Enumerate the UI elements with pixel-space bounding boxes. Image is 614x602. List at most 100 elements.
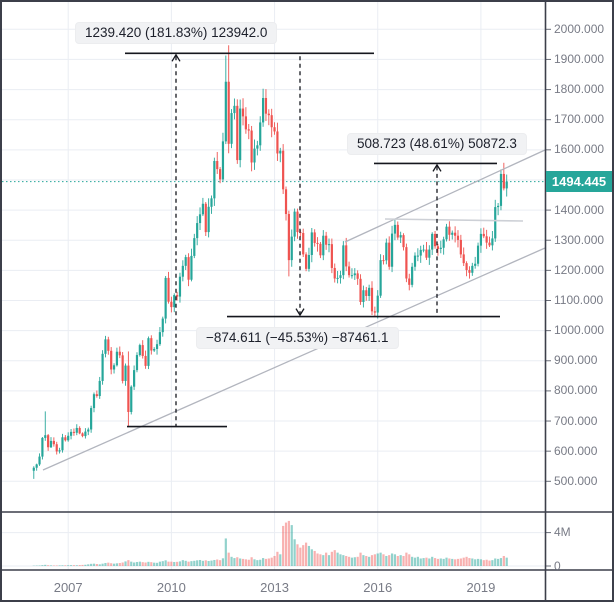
volume-bar [445, 557, 448, 566]
candle-body [345, 245, 348, 267]
volume-bar [210, 560, 213, 566]
volume-bar [130, 561, 133, 566]
volume-bar [233, 558, 236, 566]
candle-body [69, 431, 73, 436]
volume-tick-label: 0 [554, 558, 561, 573]
volume-bar [390, 553, 394, 566]
candle-body [325, 235, 328, 245]
candle-body [376, 295, 379, 313]
volume-bar [170, 561, 173, 566]
candle-body [158, 332, 162, 345]
measure-drawings[interactable] [125, 52, 500, 428]
volume-bar [81, 564, 84, 566]
candle-body [428, 249, 431, 258]
candle-body [244, 116, 247, 130]
volume-bar [339, 554, 342, 566]
candle-body [239, 108, 242, 161]
volume-bar [454, 559, 457, 566]
volume-bar [431, 556, 434, 567]
last-price-tag: 1494.445 [546, 171, 612, 192]
price-tick-label: 500.000 [554, 473, 598, 488]
candle-body [49, 440, 53, 448]
candle-body [196, 223, 199, 239]
measure-label-decline[interactable]: −874.611 (−45.53%) −87461.1 [196, 327, 399, 349]
candle-body [233, 105, 236, 114]
volume-bar [216, 559, 219, 566]
candle-body [388, 242, 391, 267]
candle-body [213, 160, 216, 199]
volume-bar [167, 561, 170, 566]
candle-body [144, 355, 147, 366]
candle-body [207, 206, 210, 233]
candle-body [35, 464, 38, 468]
volume-bar [356, 556, 359, 567]
volume-bar [393, 554, 397, 566]
volume-bar [267, 558, 270, 566]
trendline-1[interactable] [42, 247, 546, 471]
measure-label-rally-2[interactable]: 508.723 (48.61%) 50872.3 [347, 133, 527, 155]
candle-body [353, 273, 356, 276]
volume-bar [491, 560, 494, 566]
volume-bar [319, 554, 322, 566]
candle-body [482, 233, 485, 237]
volume-bar [247, 559, 250, 566]
volume-bar [273, 555, 276, 566]
candle-body [261, 98, 265, 123]
volume-bar [112, 563, 116, 566]
candle-body [115, 351, 119, 366]
price-tick-label: 1900.000 [554, 51, 605, 66]
volume-bar [110, 563, 113, 566]
trendline-2[interactable] [344, 149, 546, 243]
measure-label-rally-1[interactable]: 1239.420 (181.83%) 123942.0 [75, 22, 278, 44]
candle-body [127, 365, 130, 412]
volume-bar [261, 558, 265, 566]
volume-bar [127, 560, 130, 566]
candle-body [224, 81, 227, 142]
volume-bar [124, 561, 127, 566]
volume-bar [497, 558, 500, 566]
candle-body [439, 247, 442, 249]
trendline-3[interactable] [384, 218, 524, 222]
candle-body [241, 108, 245, 117]
volume-bar [207, 560, 210, 566]
volume-bar [256, 560, 259, 566]
candle-body [390, 233, 394, 267]
volume-bar [173, 561, 176, 566]
volume-bar [296, 544, 299, 566]
price-tick-label: 1600.000 [554, 142, 605, 157]
candle-body [499, 173, 503, 206]
volume-bar [362, 555, 365, 566]
volume-bar [41, 565, 44, 566]
candle-body [347, 266, 351, 276]
price-tick-label: 1400.000 [554, 202, 605, 217]
volume-bar [370, 555, 374, 566]
candle-body [75, 427, 78, 433]
candle-body [431, 233, 434, 250]
candle-body [230, 113, 233, 144]
volume-bar [307, 545, 311, 566]
volume-bar [78, 565, 81, 566]
candle-body [502, 173, 505, 189]
volume-bar [239, 558, 242, 566]
candle-body [236, 105, 239, 161]
volume-bar [227, 552, 230, 566]
candle-body [350, 275, 354, 277]
candle-body [448, 226, 451, 235]
candle-body [494, 207, 497, 239]
candle-body [161, 318, 164, 333]
volume-bar [221, 558, 225, 566]
candle-body [382, 260, 385, 262]
candle-body [411, 266, 414, 285]
candle-body [173, 295, 176, 308]
candle-body [451, 232, 454, 235]
volume-bar [402, 555, 405, 566]
volume-bar [219, 560, 222, 566]
candle-body [178, 276, 182, 297]
candle-body [485, 236, 488, 243]
volume-bar [95, 564, 98, 566]
volume-bar [451, 558, 454, 566]
volume-bar [411, 556, 414, 567]
candle-body [221, 141, 225, 180]
candle-body [227, 81, 230, 144]
